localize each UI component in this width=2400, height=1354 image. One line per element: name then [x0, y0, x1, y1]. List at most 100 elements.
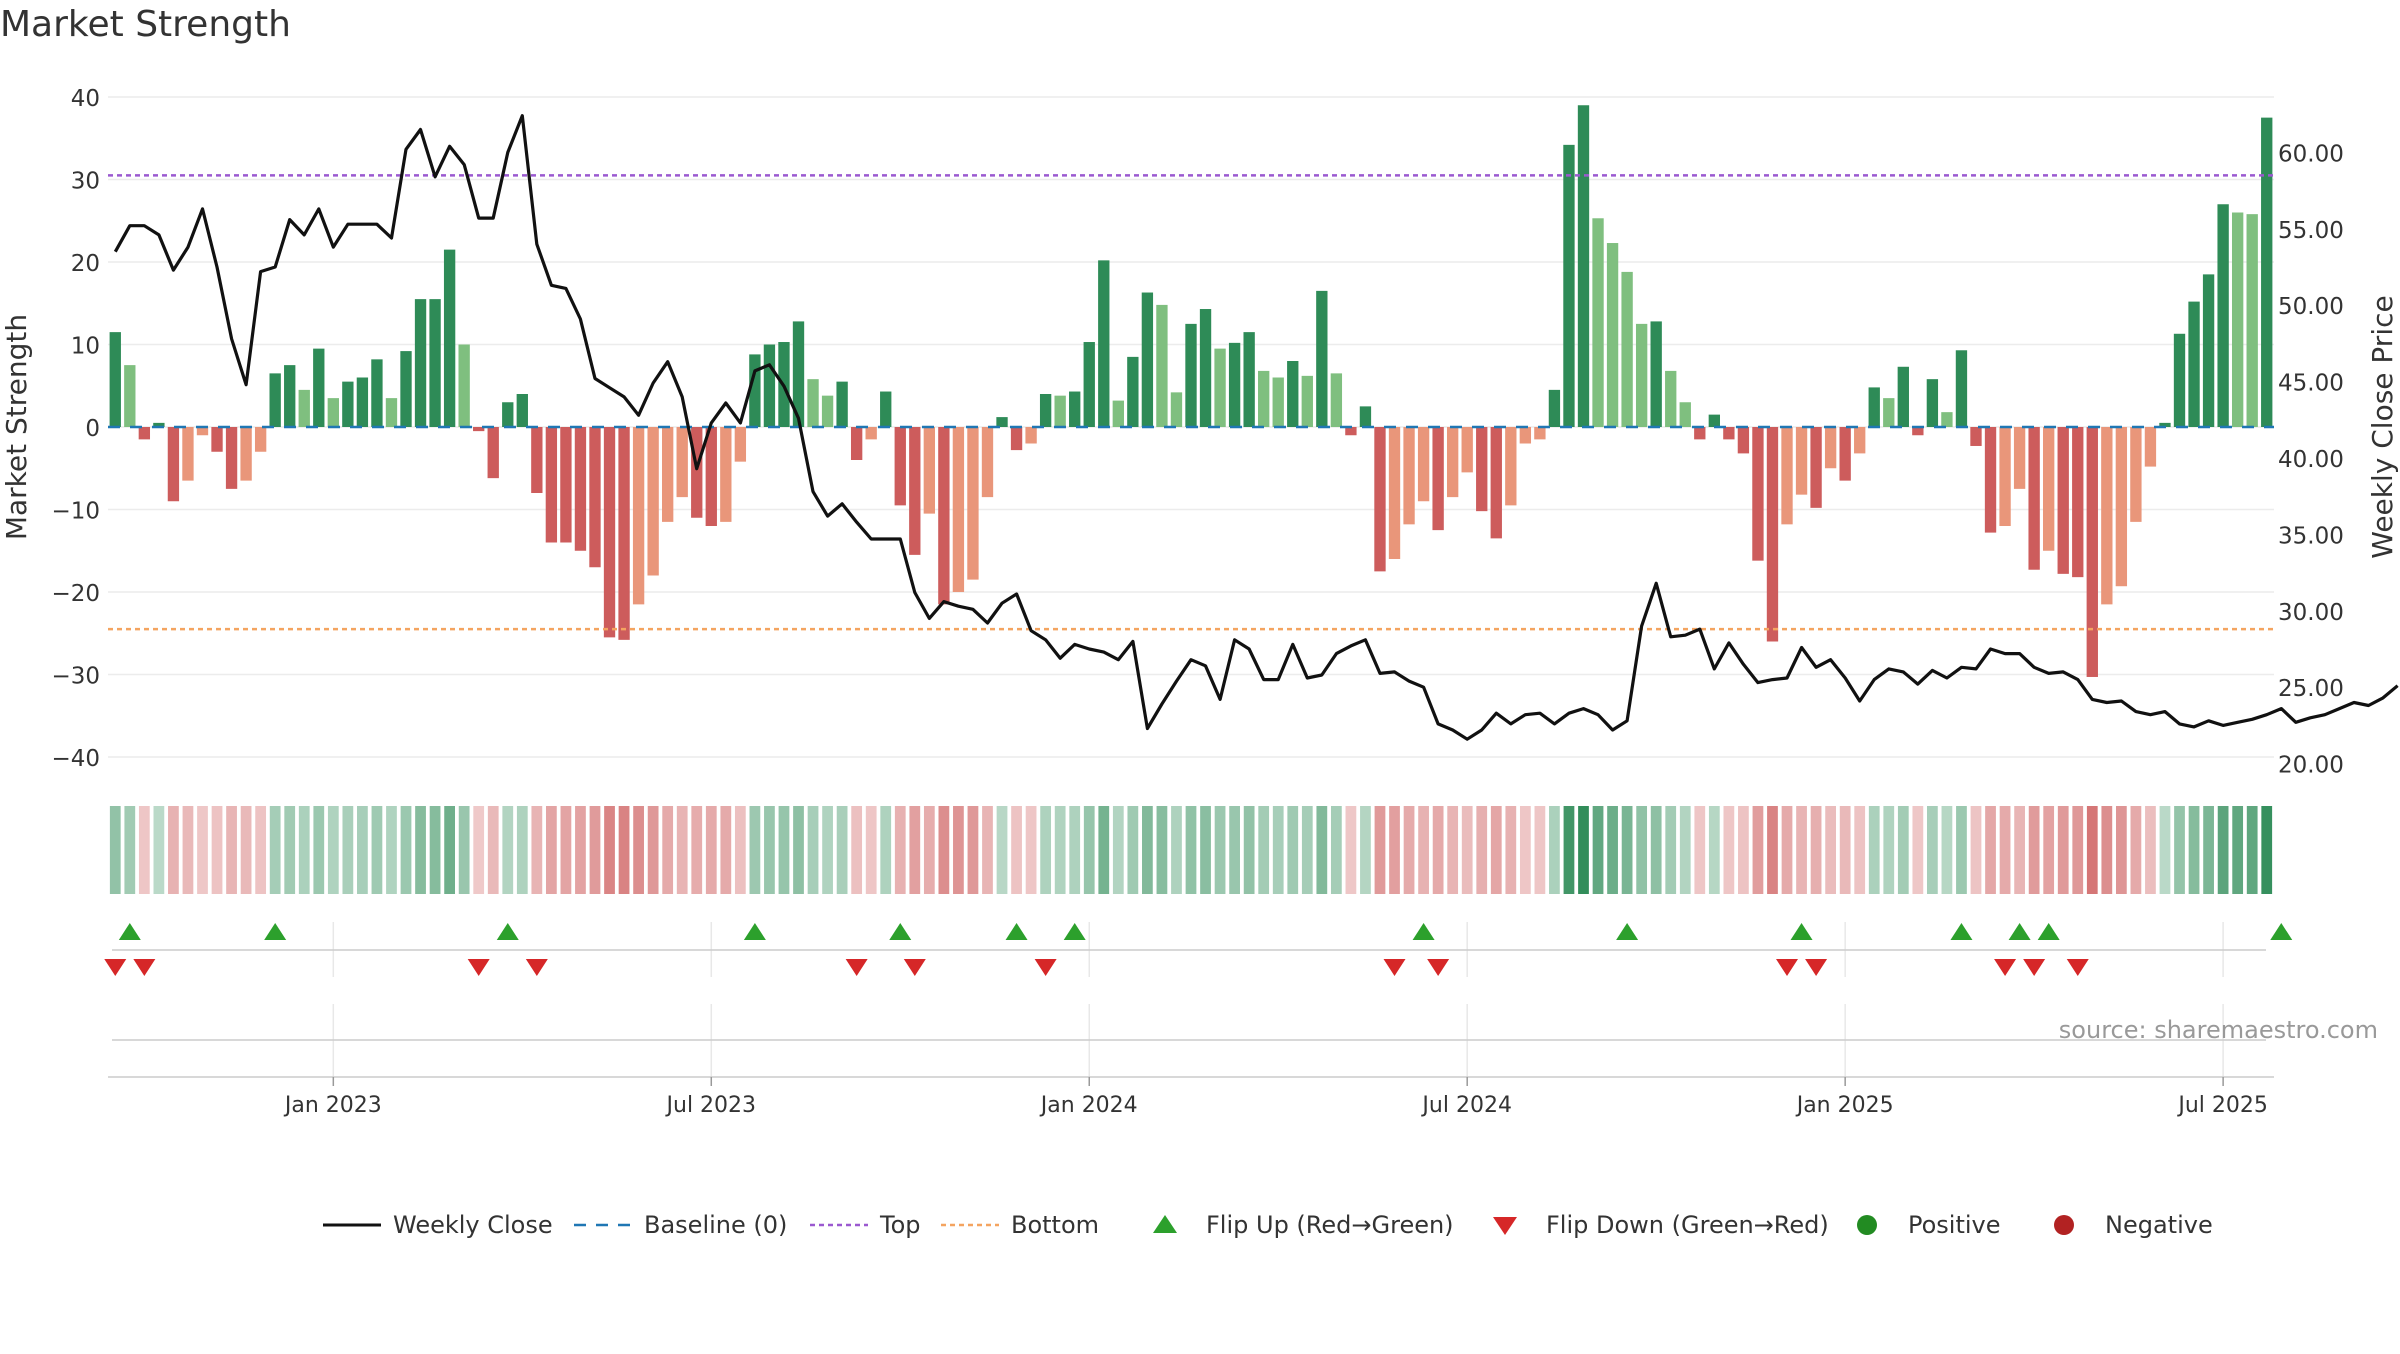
heat-cell	[923, 806, 935, 894]
heat-cell	[429, 806, 441, 894]
strength-bar	[1737, 427, 1750, 454]
strength-bar	[1258, 370, 1270, 427]
heat-cell	[211, 806, 223, 894]
heat-cell	[342, 806, 354, 894]
strength-bar	[1781, 427, 1793, 525]
strength-bar	[211, 427, 223, 452]
heat-cell	[153, 806, 165, 894]
strength-bar	[996, 417, 1008, 427]
y2-tick-label: 30.00	[2278, 600, 2344, 626]
strength-bar	[574, 427, 587, 551]
heat-cell	[1985, 806, 1996, 894]
heat-cell	[1708, 806, 1720, 894]
y-tick-label: 30	[71, 169, 100, 195]
heat-cell	[894, 806, 906, 894]
strength-bar	[1403, 427, 1415, 525]
strength-bar	[2130, 427, 2142, 522]
strength-bar	[2013, 427, 2026, 489]
strength-bar	[967, 427, 979, 580]
heat-cell	[531, 806, 543, 894]
strength-bar	[1156, 304, 1168, 427]
heat-cell	[357, 806, 368, 894]
heat-cell	[1970, 806, 1982, 894]
strength-bar	[356, 377, 369, 427]
strength-bar	[327, 398, 339, 427]
flip-up-marker	[1790, 923, 1813, 940]
strength-bar	[1606, 243, 1619, 427]
strength-bar	[981, 427, 994, 498]
heat-cell	[1069, 806, 1081, 894]
strength-bar	[952, 427, 965, 592]
heat-cell	[2072, 806, 2084, 894]
strength-bar	[1766, 427, 1779, 642]
flip-down-marker	[903, 959, 926, 976]
strength-bar	[1374, 427, 1386, 572]
heat-cell	[458, 806, 470, 894]
strength-bar	[1316, 290, 1328, 427]
strength-bar	[2101, 427, 2113, 605]
heat-cell	[327, 806, 339, 894]
heat-cell	[1200, 806, 1211, 894]
strength-bar	[1112, 400, 1124, 427]
strength-bar	[153, 422, 165, 427]
heat-cell	[1171, 806, 1182, 894]
heat-cell	[953, 806, 964, 894]
strength-bar	[632, 427, 645, 605]
heat-cell	[705, 806, 717, 894]
strength-bar	[909, 427, 921, 555]
heat-cell	[197, 806, 208, 894]
y-tick-label: −30	[51, 664, 100, 690]
y2-tick-label: 25.00	[2278, 676, 2344, 702]
heat-cell	[1127, 806, 1139, 894]
heat-cell	[662, 806, 674, 894]
heat-cell	[255, 806, 267, 894]
heat-cell	[1301, 806, 1313, 894]
strength-bar	[1170, 392, 1183, 427]
strength-bar	[1054, 395, 1066, 427]
flip-up-marker	[1950, 923, 1973, 940]
circle-icon	[2054, 1215, 2074, 1235]
strength-bar	[1039, 394, 1052, 427]
heat-cell	[720, 806, 732, 894]
strength-bar	[705, 427, 717, 526]
strength-bar	[2173, 333, 2186, 427]
strength-bar	[1621, 271, 1633, 427]
triangle-up-icon	[1153, 1215, 1177, 1233]
strength-bar	[2057, 427, 2069, 574]
heat-cell	[734, 806, 746, 894]
heat-cell	[1476, 806, 1488, 894]
heat-cell	[2217, 806, 2229, 894]
strength-bar	[618, 427, 630, 640]
strength-bar	[1534, 427, 1546, 440]
flip-up-marker	[2270, 923, 2293, 940]
strength-bar	[1824, 427, 1837, 469]
strength-bar	[865, 427, 877, 440]
heat-cell	[124, 806, 136, 894]
strength-bar	[1955, 350, 1968, 427]
y2-tick-label: 20.00	[2278, 753, 2344, 779]
x-tick-label: Jul 2025	[2176, 1093, 2268, 1118]
heat-cell	[589, 806, 601, 894]
heat-cell	[1796, 806, 1807, 894]
heat-cell	[1214, 806, 1226, 894]
heat-cell	[1999, 806, 2011, 894]
heat-cell	[1723, 806, 1735, 894]
strength-bar	[1127, 356, 1139, 427]
strength-bar	[647, 427, 659, 576]
heat-cell	[1490, 806, 1502, 894]
strength-bar	[589, 427, 601, 568]
heat-cell	[1883, 806, 1895, 894]
heat-cell	[1389, 806, 1400, 894]
heat-cell	[516, 806, 528, 894]
heat-cell	[2028, 806, 2040, 894]
flip-down-marker	[1994, 959, 2017, 976]
legend-label: Baseline (0)	[644, 1211, 787, 1239]
heat-cell	[1243, 806, 1255, 894]
heat-cell	[1461, 806, 1473, 894]
flip-down-marker	[467, 959, 490, 976]
strength-bar	[1388, 427, 1401, 559]
circle-icon	[1857, 1215, 1877, 1235]
flip-up-marker	[743, 923, 766, 940]
heat-cell	[1287, 806, 1299, 894]
page-title: Market Strength	[0, 4, 291, 45]
